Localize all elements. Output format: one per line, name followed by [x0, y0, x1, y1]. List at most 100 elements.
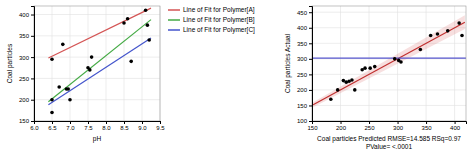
point	[146, 23, 150, 27]
legend-label: Line of Fit for Polymer[B]	[183, 16, 255, 24]
point	[373, 65, 377, 69]
tick: 450	[297, 10, 312, 16]
tick-mark	[341, 121, 342, 124]
tick-mark	[52, 121, 53, 124]
tick-label: 400	[297, 25, 308, 31]
tick: 250	[19, 76, 34, 82]
grid-line	[312, 12, 466, 13]
y-axis: 150200250300350400	[19, 7, 35, 125]
confidence-band	[313, 15, 465, 107]
y-axis-title: Coal particles	[6, 43, 14, 83]
grid	[312, 6, 466, 121]
plot-frame	[312, 6, 466, 121]
legend-label: Line of Fit for Polymer[C]	[183, 26, 255, 34]
point	[419, 48, 423, 52]
tick-label: 300	[297, 56, 308, 62]
tick: 200	[297, 87, 312, 93]
plot: 1502002503003504001001502002503003504004…	[284, 6, 467, 150]
tick: 8.5	[120, 121, 129, 131]
tick: 200	[19, 97, 34, 103]
tick-label: 6.5	[48, 125, 57, 131]
grid-line	[312, 74, 466, 75]
tick-label: 6.0	[30, 125, 39, 131]
grid-line	[142, 6, 143, 121]
tick-label: 150	[307, 125, 318, 131]
tick-mark	[142, 121, 143, 124]
tick: 150	[307, 121, 318, 131]
tick-label: 400	[19, 12, 30, 18]
tick-label: 8.0	[102, 125, 111, 131]
grid-line	[34, 57, 160, 58]
tick: 150	[297, 103, 312, 109]
tick-mark	[309, 74, 312, 75]
point	[336, 88, 340, 92]
tick: 400	[297, 25, 312, 31]
point	[61, 43, 65, 47]
axis-line	[309, 7, 313, 122]
point	[399, 60, 403, 64]
axis-line	[35, 122, 161, 125]
tick: 250	[297, 72, 312, 78]
tick-label: 250	[297, 72, 308, 78]
fit-line	[48, 38, 151, 105]
point	[57, 85, 61, 89]
tick: 300	[297, 56, 312, 62]
tick-label: 9.0	[138, 125, 147, 131]
tick: 200	[336, 121, 347, 131]
y-axis-title: Coal particles Actual	[284, 33, 292, 92]
point	[368, 66, 372, 70]
x-axis-title: Coal particles Predicted RMSE=14.585 RSq…	[317, 135, 461, 150]
axis-line	[31, 7, 35, 122]
plot-frame	[34, 6, 160, 121]
tick-label: 350	[297, 41, 308, 47]
tick: 350	[422, 121, 433, 131]
tick: 9.0	[138, 121, 147, 131]
tick-mark	[160, 121, 161, 124]
tick-mark	[309, 121, 312, 122]
marks	[48, 8, 151, 114]
grid-line	[369, 6, 370, 121]
tick-mark	[88, 121, 89, 124]
grid-line	[52, 6, 53, 121]
tick: 250	[365, 121, 376, 131]
tick: 8.0	[102, 121, 111, 131]
fit-line	[48, 8, 151, 58]
point	[329, 97, 333, 101]
tick-label: 300	[19, 55, 30, 61]
tick-mark	[31, 57, 34, 58]
marks	[312, 15, 466, 107]
tick-mark	[31, 15, 34, 16]
grid-line	[34, 78, 160, 79]
legend-label: Line of Fit for Polymer[A]	[183, 6, 255, 14]
point	[446, 29, 450, 33]
tick: 6.5	[48, 121, 57, 131]
grid	[34, 6, 160, 121]
point	[122, 21, 126, 25]
tick-label: 9.5	[156, 125, 165, 131]
point	[50, 57, 54, 61]
tick-label: 150	[297, 103, 308, 109]
legend: Line of Fit for Polymer[A] Line of Fit fo…	[168, 6, 255, 34]
tick: 400	[450, 121, 461, 131]
point	[147, 38, 151, 42]
tick-mark	[309, 59, 312, 60]
grid-line	[426, 6, 427, 121]
point	[460, 34, 464, 38]
grid-line	[70, 6, 71, 121]
tick-mark	[398, 121, 399, 124]
tick-mark	[31, 78, 34, 79]
point	[129, 60, 133, 64]
tick-label: 7.5	[84, 125, 93, 131]
x-axis: 6.06.57.07.58.08.59.09.5	[30, 121, 165, 131]
tick-mark	[31, 121, 34, 122]
axis-line	[313, 122, 467, 125]
tick-label: 450	[297, 10, 308, 16]
tick: 150	[19, 118, 34, 124]
legend-swatch	[168, 19, 180, 21]
grid-line	[34, 35, 160, 36]
tick: 100	[297, 118, 312, 124]
point	[50, 98, 54, 102]
grid-line	[106, 6, 107, 121]
legend-swatch	[168, 9, 180, 11]
tick: 400	[19, 12, 34, 18]
